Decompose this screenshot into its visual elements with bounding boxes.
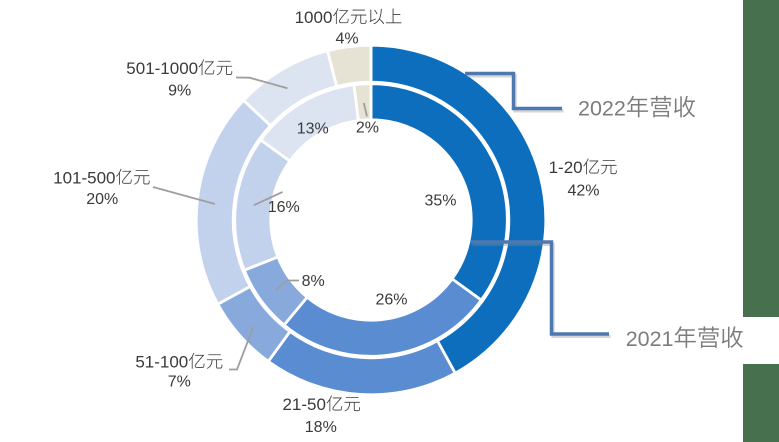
svg-text:2021: 2021	[626, 327, 674, 351]
svg-text:18%: 18%	[305, 419, 337, 436]
svg-text:7%: 7%	[168, 374, 191, 391]
svg-text:101-500: 101-500	[53, 168, 115, 187]
svg-text:1000: 1000	[295, 8, 333, 27]
svg-text:13%: 13%	[297, 121, 329, 138]
svg-text:21-50: 21-50	[282, 395, 325, 414]
svg-text:4%: 4%	[335, 31, 358, 48]
svg-text:26%: 26%	[375, 292, 407, 309]
svg-text:501-1000: 501-1000	[126, 59, 198, 78]
svg-text:51-100: 51-100	[135, 353, 188, 372]
svg-text:42%: 42%	[567, 182, 599, 199]
svg-text:20%: 20%	[86, 191, 118, 208]
svg-text:2022: 2022	[578, 97, 626, 121]
svg-text:16%: 16%	[268, 199, 300, 216]
svg-text:8%: 8%	[302, 273, 325, 290]
svg-text:1-20: 1-20	[549, 158, 583, 177]
svg-text:2%: 2%	[356, 120, 379, 137]
svg-text:9%: 9%	[168, 83, 191, 100]
svg-text:35%: 35%	[424, 193, 456, 210]
